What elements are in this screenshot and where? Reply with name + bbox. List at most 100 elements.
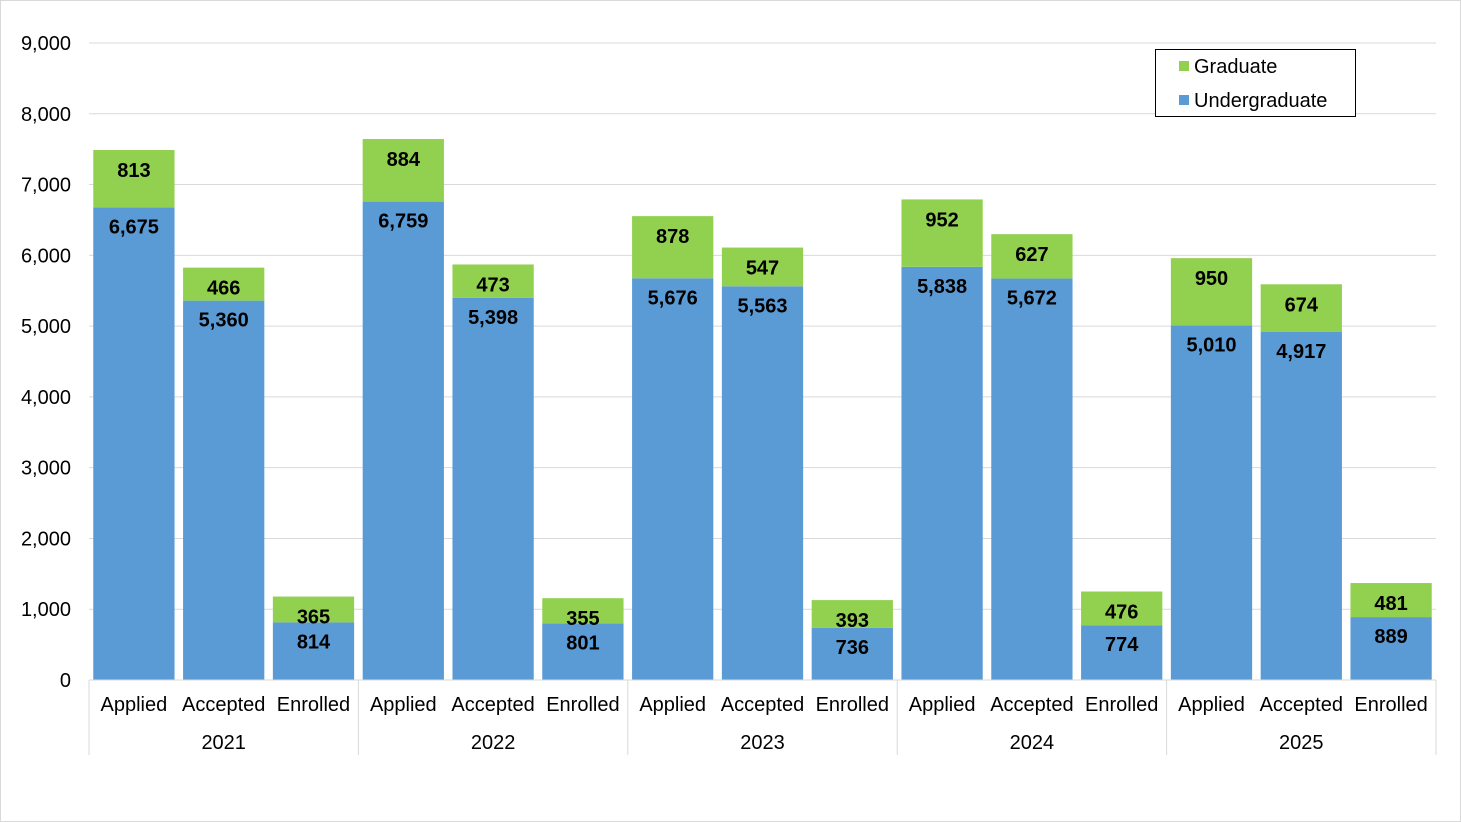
legend-swatch xyxy=(1179,61,1189,71)
legend-box xyxy=(1155,49,1356,117)
x-category-label: Enrolled xyxy=(816,694,889,716)
bar-graduate xyxy=(632,216,714,279)
data-label-undergraduate: 5,398 xyxy=(468,307,518,329)
data-label-undergraduate: 5,010 xyxy=(1186,334,1236,356)
y-tick-label: 4,000 xyxy=(21,387,71,409)
data-label-graduate: 813 xyxy=(117,160,150,182)
data-label-undergraduate: 736 xyxy=(836,637,869,659)
data-label-undergraduate: 4,917 xyxy=(1276,341,1326,363)
data-label-graduate: 365 xyxy=(297,607,330,629)
data-label-graduate: 884 xyxy=(387,149,421,171)
x-category-label: Applied xyxy=(370,694,437,716)
data-label-graduate: 466 xyxy=(207,278,240,300)
data-label-graduate: 878 xyxy=(656,226,689,248)
bar-undergraduate xyxy=(1081,625,1163,680)
bar-undergraduate xyxy=(721,286,804,680)
x-category-label: Applied xyxy=(101,694,168,716)
x-category-label: Enrolled xyxy=(1354,694,1427,716)
x-category-label: Applied xyxy=(1178,694,1245,716)
bar-graduate xyxy=(93,150,175,208)
x-category-label: Accepted xyxy=(721,694,804,716)
bar-graduate xyxy=(811,600,893,628)
bar-graduate xyxy=(721,247,804,287)
x-group-label: 2022 xyxy=(471,732,516,754)
data-label-graduate: 547 xyxy=(746,258,779,280)
bar-graduate xyxy=(1260,284,1342,332)
data-label-graduate: 952 xyxy=(925,209,958,231)
x-category-label: Accepted xyxy=(182,694,265,716)
bar-undergraduate xyxy=(452,297,534,680)
x-category-label: Enrolled xyxy=(546,694,619,716)
y-tick-label: 7,000 xyxy=(21,175,71,197)
bar-undergraduate xyxy=(1260,331,1342,680)
bar-undergraduate xyxy=(901,266,983,680)
data-label-undergraduate: 5,360 xyxy=(199,310,249,332)
x-group-label: 2023 xyxy=(740,732,785,754)
legend: Graduate Undergraduate xyxy=(1155,49,1356,117)
bar-graduate xyxy=(1081,591,1163,626)
x-category-label: Enrolled xyxy=(277,694,350,716)
bar-graduate xyxy=(901,199,983,267)
bar-undergraduate xyxy=(1350,617,1432,680)
data-label-undergraduate: 5,563 xyxy=(737,295,787,317)
x-category-label: Accepted xyxy=(451,694,534,716)
x-category-label: Applied xyxy=(639,694,706,716)
data-label-undergraduate: 814 xyxy=(297,631,331,653)
data-label-graduate: 481 xyxy=(1374,593,1407,615)
x-group-label: 2025 xyxy=(1279,732,1324,754)
data-label-undergraduate: 5,838 xyxy=(917,276,967,298)
legend-swatch xyxy=(1179,95,1189,105)
bar-graduate xyxy=(452,264,534,298)
y-tick-label: 0 xyxy=(60,670,71,692)
x-category-label: Applied xyxy=(909,694,976,716)
legend-label: Graduate xyxy=(1194,56,1277,78)
bar-graduate xyxy=(1350,583,1432,618)
bar-graduate xyxy=(542,598,624,624)
data-label-graduate: 393 xyxy=(836,610,869,632)
bar-undergraduate xyxy=(93,207,175,680)
bar-undergraduate xyxy=(991,278,1073,680)
data-label-undergraduate: 801 xyxy=(566,632,599,654)
y-tick-label: 5,000 xyxy=(21,316,71,338)
data-label-graduate: 476 xyxy=(1105,602,1138,624)
y-tick-label: 3,000 xyxy=(21,458,71,480)
data-label-undergraduate: 6,675 xyxy=(109,217,159,239)
x-category-label: Enrolled xyxy=(1085,694,1158,716)
data-label-undergraduate: 5,676 xyxy=(648,287,698,309)
y-tick-label: 6,000 xyxy=(21,245,71,267)
data-label-undergraduate: 6,759 xyxy=(378,211,428,233)
y-tick-label: 2,000 xyxy=(21,528,71,550)
x-group-label: 2024 xyxy=(1010,732,1055,754)
x-category-label: Accepted xyxy=(1260,694,1343,716)
y-axis: 0 1,000 2,000 3,000 4,000 5,000 6,000 7,000 8,00… xyxy=(21,33,71,692)
bar-graduate xyxy=(183,267,265,301)
data-label-graduate: 674 xyxy=(1285,294,1319,316)
bar-undergraduate xyxy=(272,622,355,680)
data-label-graduate: 950 xyxy=(1195,268,1228,290)
data-label-graduate: 355 xyxy=(566,608,599,630)
bar-graduate xyxy=(991,234,1073,279)
x-group-label: 2021 xyxy=(201,732,246,754)
legend-label: Undergraduate xyxy=(1194,90,1327,112)
bar-undergraduate xyxy=(542,623,624,680)
data-label-graduate: 627 xyxy=(1015,244,1048,266)
bars xyxy=(93,139,1432,680)
x-axis: Applied Accepted Enrolled Applied Accepted En… xyxy=(88,679,1437,755)
bar-undergraduate xyxy=(632,278,714,680)
bar-undergraduate xyxy=(1170,325,1253,680)
y-tick-label: 9,000 xyxy=(21,33,71,55)
data-label-undergraduate: 889 xyxy=(1374,626,1407,648)
data-label-undergraduate: 774 xyxy=(1105,634,1139,656)
bar-graduate xyxy=(1170,258,1253,326)
x-category-label: Accepted xyxy=(990,694,1073,716)
y-tick-label: 1,000 xyxy=(21,599,71,621)
bar-undergraduate xyxy=(811,627,893,680)
bar-graduate xyxy=(362,139,444,202)
bar-undergraduate xyxy=(362,201,444,680)
bar-graduate xyxy=(272,596,355,623)
bar-undergraduate xyxy=(183,300,265,680)
y-tick-label: 8,000 xyxy=(21,104,71,126)
data-label-undergraduate: 5,672 xyxy=(1007,288,1057,310)
